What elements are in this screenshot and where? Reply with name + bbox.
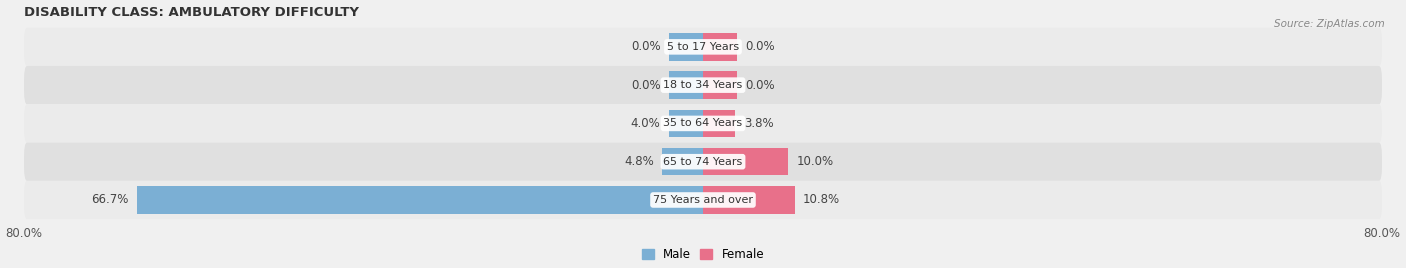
- Legend: Male, Female: Male, Female: [641, 248, 765, 261]
- Bar: [669, 33, 703, 61]
- Text: Source: ZipAtlas.com: Source: ZipAtlas.com: [1274, 19, 1385, 29]
- FancyBboxPatch shape: [24, 143, 1382, 181]
- FancyBboxPatch shape: [24, 66, 1382, 104]
- Text: 65 to 74 Years: 65 to 74 Years: [664, 157, 742, 167]
- Text: 75 Years and over: 75 Years and over: [652, 195, 754, 205]
- FancyBboxPatch shape: [24, 104, 1382, 143]
- Text: 4.0%: 4.0%: [631, 117, 661, 130]
- Text: 35 to 64 Years: 35 to 64 Years: [664, 118, 742, 128]
- Bar: [703, 71, 737, 99]
- Text: 18 to 34 Years: 18 to 34 Years: [664, 80, 742, 90]
- FancyBboxPatch shape: [24, 28, 1382, 66]
- Text: 5 to 17 Years: 5 to 17 Years: [666, 42, 740, 52]
- Text: 3.8%: 3.8%: [744, 117, 773, 130]
- Bar: [703, 33, 737, 61]
- Text: 66.7%: 66.7%: [91, 193, 128, 206]
- Bar: [662, 148, 703, 176]
- Text: DISABILITY CLASS: AMBULATORY DIFFICULTY: DISABILITY CLASS: AMBULATORY DIFFICULTY: [24, 6, 359, 18]
- Text: 0.0%: 0.0%: [631, 40, 661, 53]
- Bar: [703, 186, 794, 214]
- FancyBboxPatch shape: [24, 181, 1382, 219]
- Text: 10.8%: 10.8%: [803, 193, 841, 206]
- Bar: [703, 110, 735, 137]
- Bar: [136, 186, 703, 214]
- Text: 0.0%: 0.0%: [745, 40, 775, 53]
- Text: 0.0%: 0.0%: [631, 79, 661, 92]
- Text: 4.8%: 4.8%: [624, 155, 654, 168]
- Bar: [703, 148, 787, 176]
- Text: 0.0%: 0.0%: [745, 79, 775, 92]
- Text: 10.0%: 10.0%: [796, 155, 834, 168]
- Bar: [669, 71, 703, 99]
- Bar: [669, 110, 703, 137]
